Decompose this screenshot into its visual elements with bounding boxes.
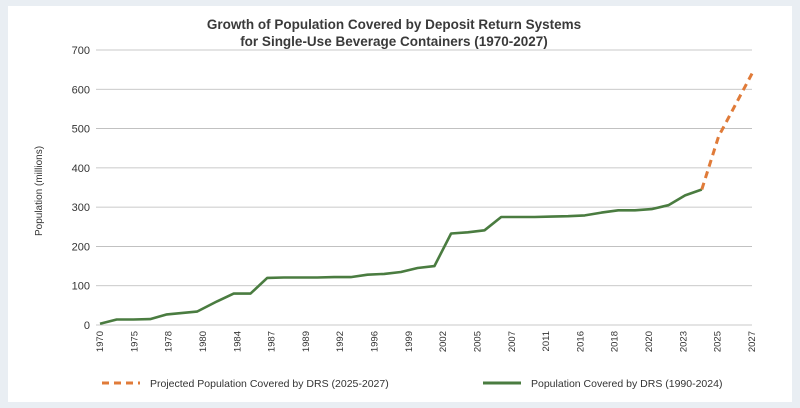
y-axis-label: Population (millions) [34,146,45,236]
x-tick-label: 2027 [747,331,758,352]
y-tick-label: 500 [72,124,90,136]
chart-panel: Growth of Population Covered by Deposit … [8,6,792,402]
x-tick-label: 1987 [267,331,278,352]
x-axis-ticks: 1970 1975 1978 1980 1984 1987 1989 1992 1996 1999… [95,331,758,352]
x-tick-label: 2020 [644,331,655,352]
x-tick-label: 1999 [404,331,415,352]
legend-label-actual: Population Covered by DRS (1990-2024) [531,378,722,390]
x-tick-label: 1984 [232,331,243,352]
x-tick-label: 1978 [164,331,175,352]
chart-svg: Growth of Population Covered by Deposit … [34,17,758,390]
x-tick-label: 2002 [438,331,449,352]
x-tick-label: 2025 [713,331,724,352]
y-axis-ticks: 0 100 200 300 400 500 600 700 [72,45,90,332]
x-tick-label: 1996 [370,331,381,352]
x-tick-label: 2018 [610,331,621,352]
y-tick-label: 700 [72,45,90,57]
chart-title-line-2: for Single-Use Beverage Containers (1970… [240,34,548,49]
y-tick-label: 600 [72,84,90,96]
y-tick-label: 0 [84,320,90,332]
legend-label-projected: Projected Population Covered by DRS (202… [150,378,389,390]
x-tick-label: 1989 [301,331,312,352]
y-tick-label: 300 [72,202,90,214]
projected-series-line [700,72,754,190]
x-tick-label: 2011 [541,331,552,351]
chart-title-line-1: Growth of Population Covered by Deposit … [207,17,581,32]
series-lines [99,72,754,326]
x-tick-label: 1980 [198,331,209,352]
chart-title: Growth of Population Covered by Deposit … [207,17,581,49]
actual-series-line [99,188,703,326]
y-tick-label: 100 [72,281,90,293]
x-tick-label: 2007 [507,331,518,352]
x-tick-label: 2023 [678,331,689,352]
legend: Projected Population Covered by DRS (202… [102,378,722,390]
x-tick-label: 1992 [335,331,346,352]
x-tick-label: 1970 [95,331,106,352]
y-tick-label: 200 [72,241,90,253]
gridlines [96,49,752,326]
x-tick-label: 2016 [575,331,586,352]
x-tick-label: 1975 [129,331,140,352]
x-tick-label: 2005 [472,331,483,352]
y-tick-label: 400 [72,163,90,175]
